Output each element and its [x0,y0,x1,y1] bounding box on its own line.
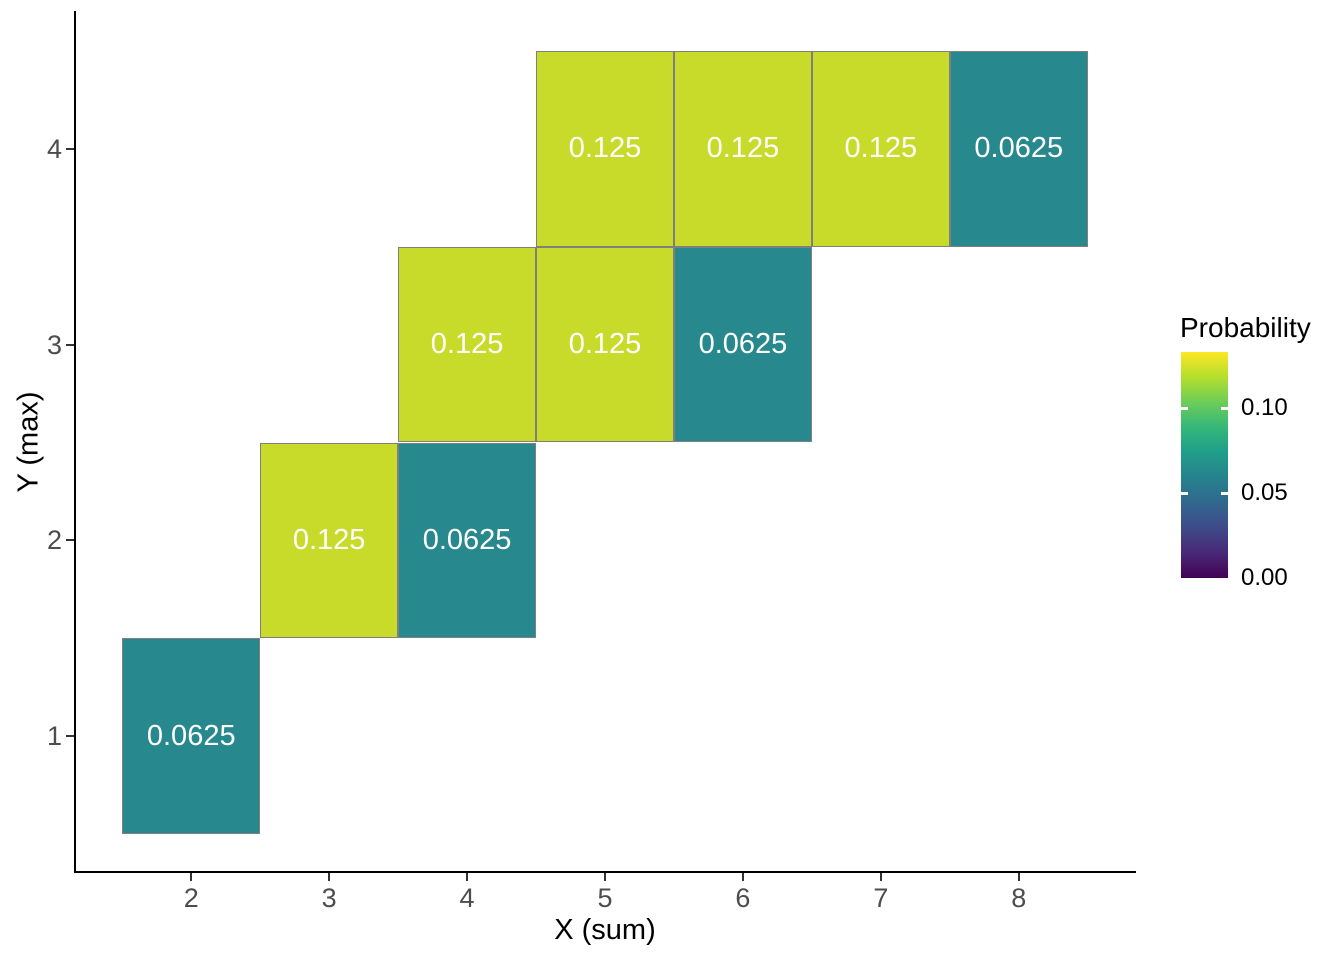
x-tick-label: 7 [873,883,889,913]
tile-probability-label: 0.125 [568,328,642,361]
legend-tick-label: 0.10 [1241,394,1288,422]
x-tick-mark [190,873,193,881]
tile-probability-label: 0.0625 [146,719,236,752]
heatmap-tile: 0.125 [536,246,674,443]
legend-tick-label: 0.00 [1241,564,1288,591]
y-tick-mark [66,539,74,542]
y-tick-label: 3 [46,329,62,360]
legend-title: Probability [1180,312,1311,343]
tile-probability-label: 0.125 [844,132,918,165]
x-tick-mark [466,873,469,881]
heatmap-tile: 0.125 [536,51,674,247]
x-tick-mark [741,873,744,881]
x-tick-label: 2 [183,883,199,913]
tile-probability-label: 0.0625 [974,132,1064,165]
tile-probability-label: 0.125 [706,132,780,165]
x-axis-line [74,871,1136,873]
heatmap-tile: 0.0625 [949,51,1088,247]
tile-probability-label: 0.125 [568,132,642,165]
tile-probability-label: 0.0625 [698,328,788,361]
x-tick-label: 6 [735,883,751,913]
x-tick-label: 8 [1011,883,1027,913]
heatmap-tile: 0.125 [260,442,399,639]
heatmap-tile: 0.125 [811,51,950,247]
y-axis-line [74,11,76,873]
x-tick-mark [328,873,331,881]
tile-probability-label: 0.0625 [422,523,512,556]
heatmap-tile: 0.0625 [122,638,261,834]
heatmap-tile: 0.0625 [673,246,812,443]
heatmap-tile: 0.125 [673,51,812,247]
legend-tick-mark [1221,491,1228,495]
legend-colorbar [1181,352,1228,578]
y-tick-mark [66,343,74,346]
y-tick-mark [66,735,74,738]
tile-probability-label: 0.125 [292,523,366,556]
x-tick-mark [879,873,882,881]
x-tick-label: 4 [459,883,475,913]
x-tick-mark [604,873,606,881]
heatmap-tile: 0.125 [398,246,537,443]
legend-tick-label: 0.05 [1241,479,1288,507]
heatmap-tile: 0.0625 [398,442,537,639]
x-tick-mark [1017,873,1020,881]
tile-probability-label: 0.125 [430,328,504,361]
y-tick-label: 4 [46,133,62,164]
y-tick-label: 1 [46,721,62,752]
x-axis-title: X (sum) [554,914,656,946]
x-tick-label: 5 [597,883,613,913]
legend-tick-mark [1221,406,1228,410]
legend-tick-mark [1181,406,1188,410]
y-axis-title: Y (max) [12,391,45,493]
y-tick-label: 2 [46,525,62,556]
y-tick-mark [66,147,74,150]
x-tick-label: 3 [321,883,337,913]
legend-tick-mark [1181,491,1188,495]
